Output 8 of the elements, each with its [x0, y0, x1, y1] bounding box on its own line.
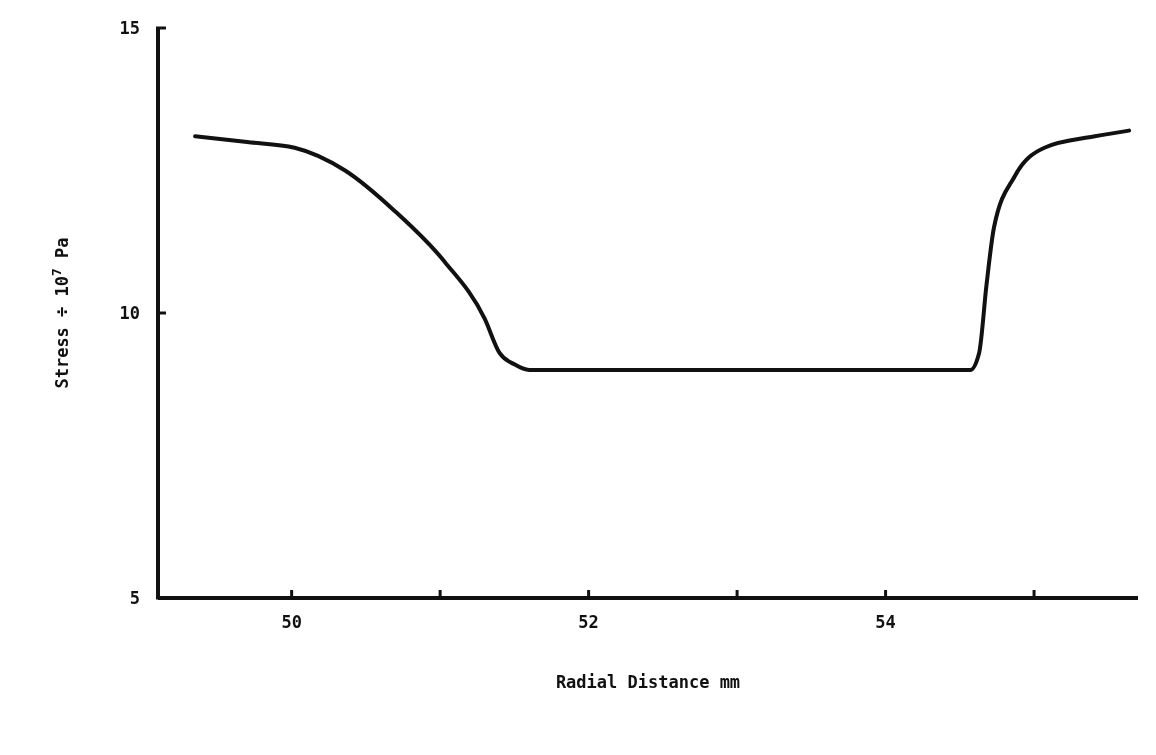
- y-tick-label: 10: [119, 303, 140, 323]
- x-axis-title: Radial Distance mm: [555, 672, 741, 692]
- x-tick-label: 50: [281, 612, 302, 632]
- x-tick-label: 54: [875, 612, 896, 632]
- line-series: [193, 128, 1132, 372]
- x-tick-label: 52: [578, 612, 599, 632]
- y-tick-label: 5: [129, 588, 140, 608]
- y-tick-label: 15: [119, 18, 140, 38]
